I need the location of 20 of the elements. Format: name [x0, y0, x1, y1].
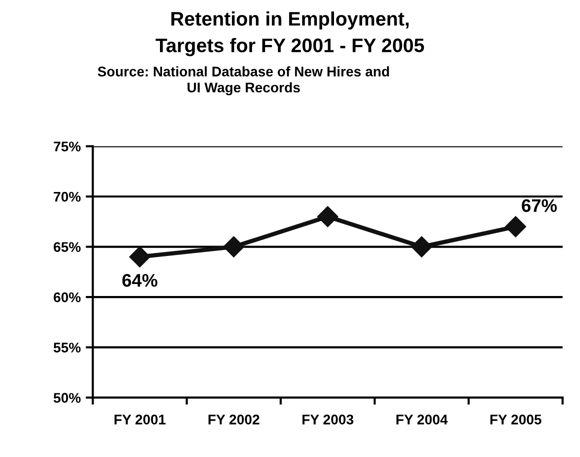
point	[129, 246, 150, 268]
y-tick-label: 65%	[54, 242, 81, 252]
y-tick-label: 60%	[54, 292, 81, 302]
point	[505, 216, 526, 238]
x-tick-label: FY 2002	[208, 414, 260, 424]
x-tick-label: FY 2001	[114, 414, 166, 424]
x-tick-label: FY 2004	[396, 414, 448, 424]
point	[411, 236, 432, 258]
data-label: 64%	[122, 274, 158, 287]
y-tick-label: 55%	[54, 342, 81, 352]
point	[223, 236, 244, 258]
point	[317, 206, 338, 228]
y-tick-label: 50%	[54, 392, 81, 403]
y-tick-label: 70%	[54, 192, 81, 202]
x-tick-label: FY 2003	[302, 414, 354, 424]
chart-subtitle: Source: National Database of New Hires and UI Wage Records	[98, 66, 389, 96]
chart-title: Retention in Employment, Targets for FY 2001 - FY 2005	[156, 11, 424, 56]
y-tick-label: 75%	[54, 142, 81, 152]
data-label: 67%	[522, 199, 557, 212]
x-tick-label: FY 2005	[490, 414, 542, 424]
